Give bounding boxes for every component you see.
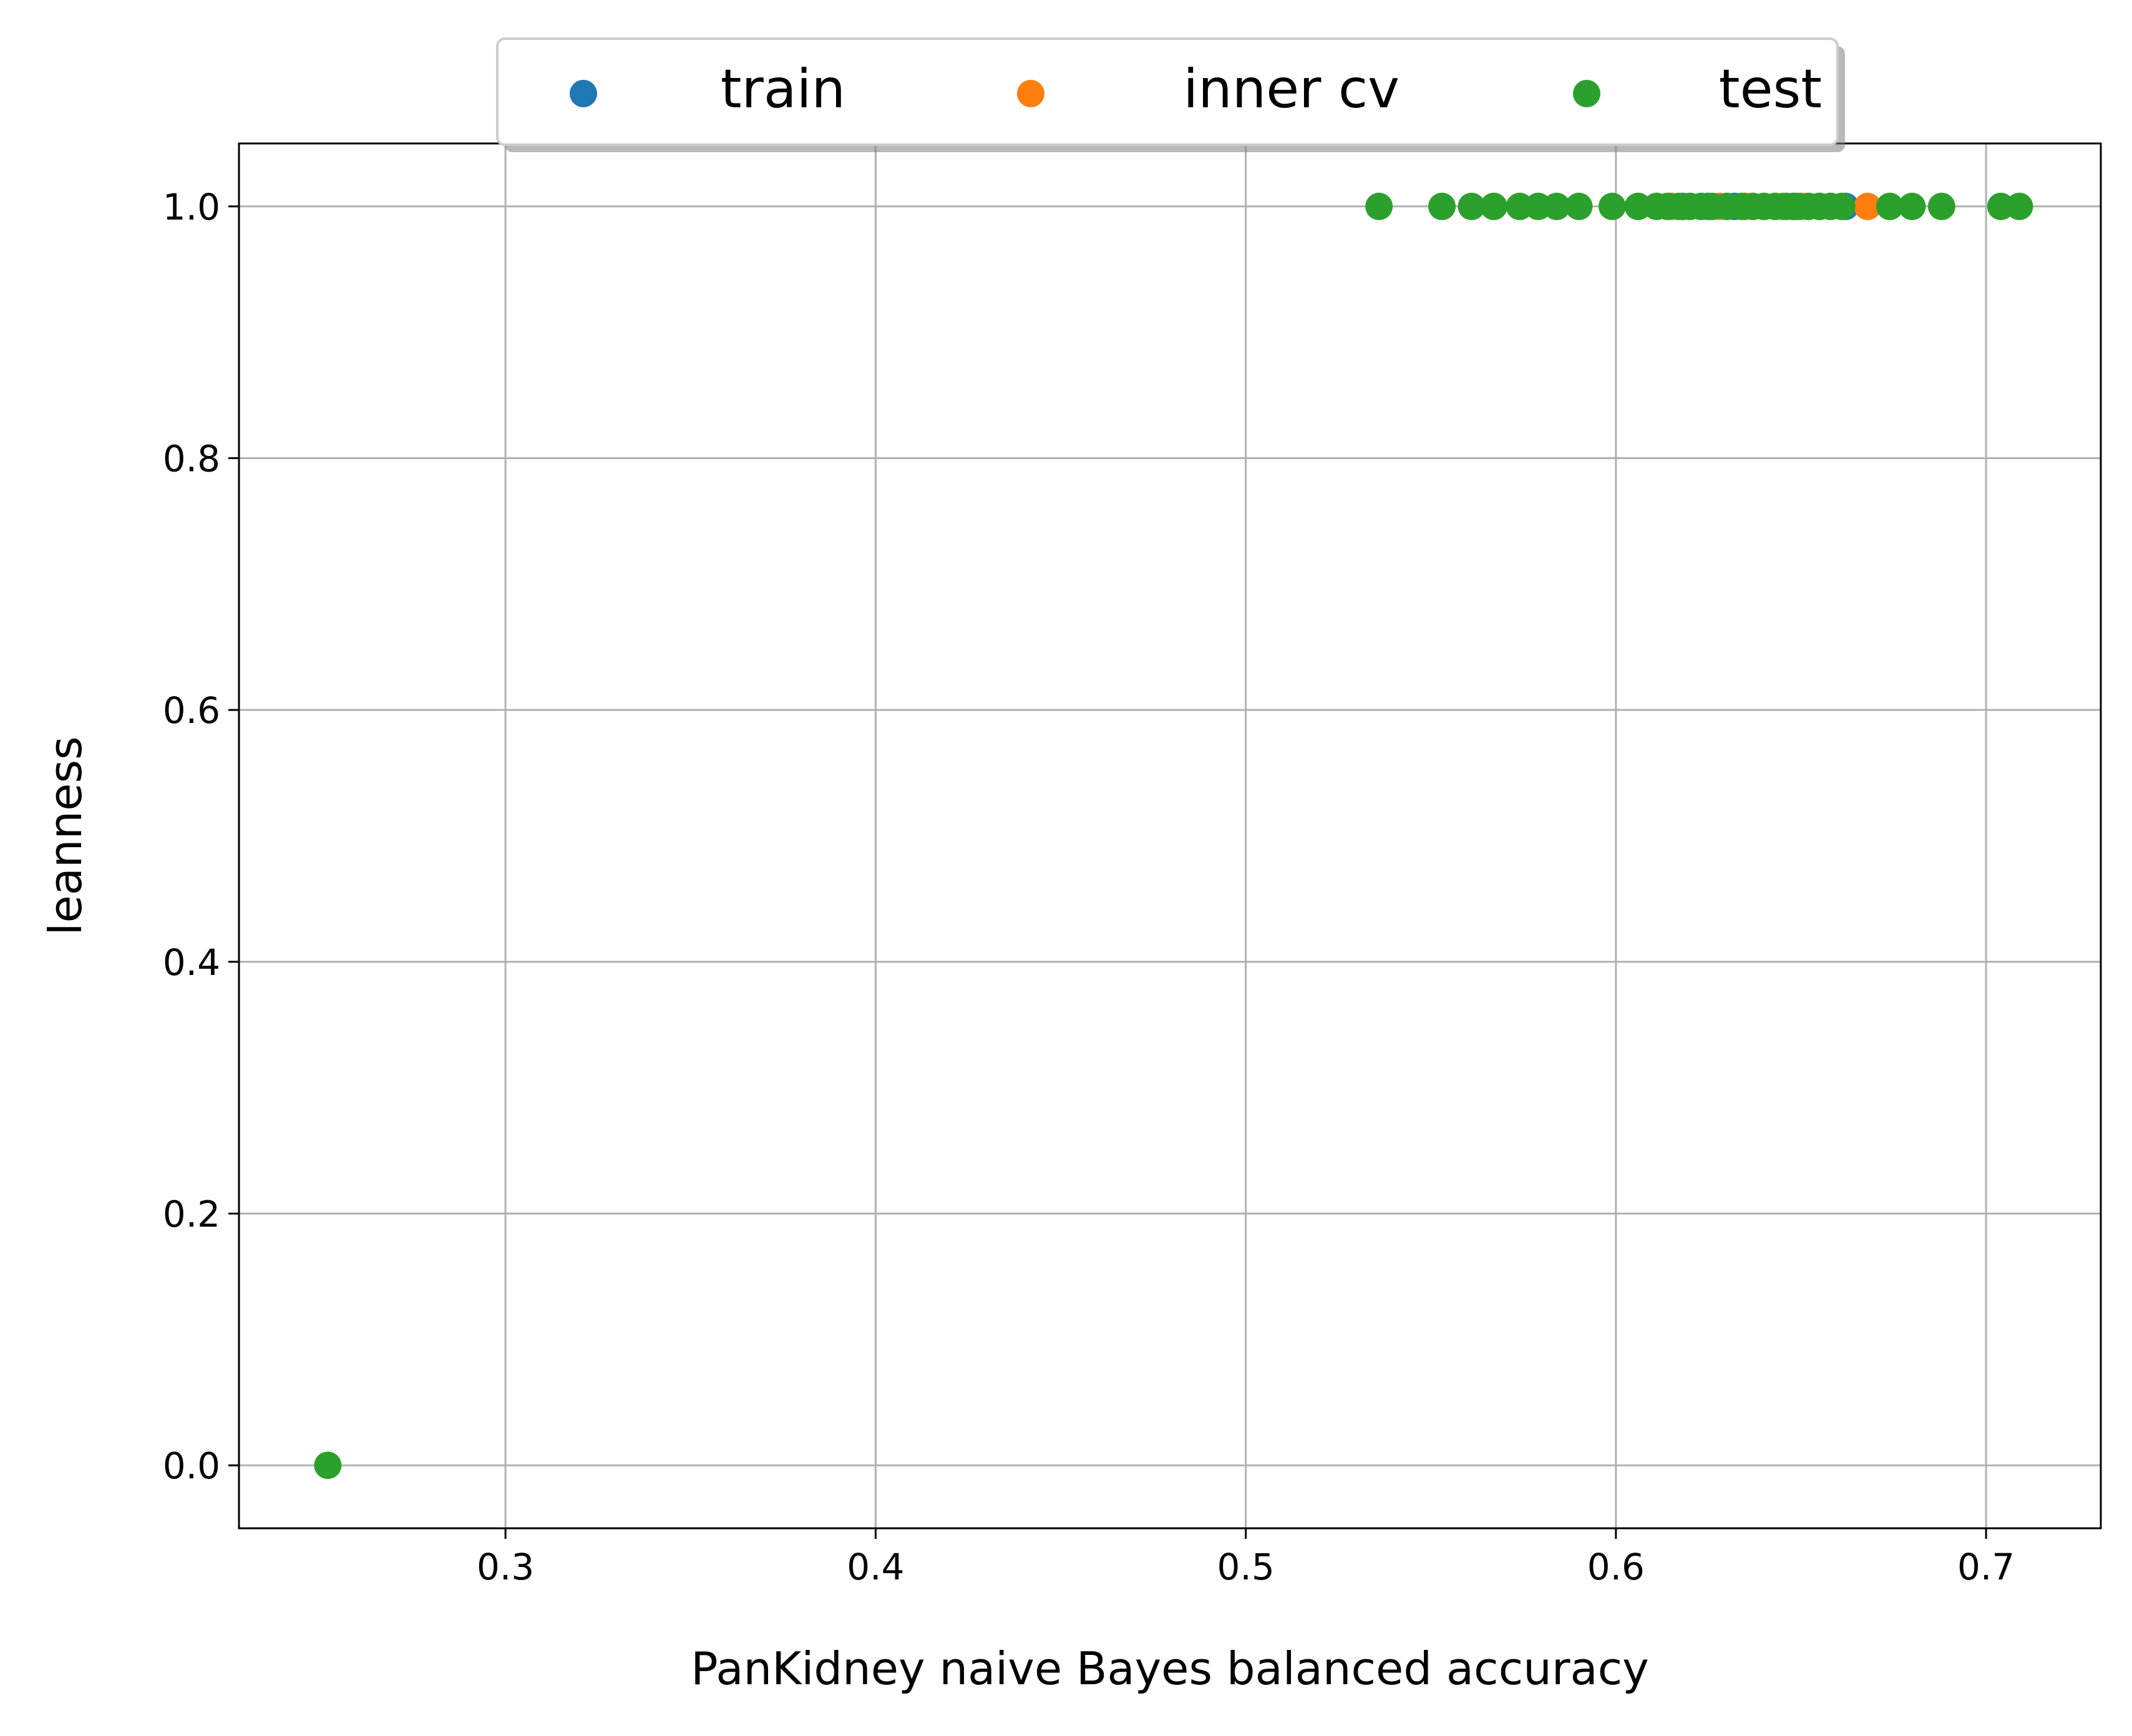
- legend: train inner cv test: [496, 37, 1845, 152]
- points-layer: [314, 192, 2033, 1480]
- ticks-layer: 0.3 0.4 0.5 0.6 0.7 0.0 0.2 0.4 0.6 0.8 1.0: [163, 186, 2015, 1588]
- data-point-test: [1876, 192, 1904, 220]
- x-axis-label: PanKidney naive Bayes balanced accuracy: [691, 1642, 1649, 1695]
- data-point-test: [1365, 192, 1393, 220]
- legend-label-inner-cv: inner cv: [1183, 58, 1399, 120]
- x-tick-label: 0.4: [847, 1546, 904, 1588]
- data-point-test: [1542, 192, 1570, 220]
- x-tick-label: 0.3: [477, 1546, 534, 1588]
- legend-label-test: test: [1719, 58, 1822, 120]
- y-tick-label: 0.6: [163, 689, 220, 732]
- data-point-test: [314, 1452, 342, 1480]
- x-tick-label: 0.5: [1217, 1546, 1274, 1588]
- y-tick-label: 0.8: [163, 438, 220, 480]
- data-point-test: [2005, 192, 2033, 220]
- y-tick-label: 0.2: [163, 1193, 220, 1235]
- legend-marker-inner-cv: [1017, 80, 1044, 107]
- legend-box: [496, 37, 1839, 146]
- data-point-inner-cv: [1854, 192, 1882, 220]
- y-tick-label: 0.4: [163, 941, 220, 984]
- legend-marker-test: [1573, 80, 1600, 107]
- legend-marker-train: [570, 80, 597, 107]
- data-point-test: [1565, 192, 1593, 220]
- legend-label-train: train: [721, 58, 845, 120]
- x-tick-label: 0.6: [1587, 1546, 1645, 1588]
- data-point-test: [1828, 192, 1856, 220]
- data-point-test: [1428, 192, 1456, 220]
- x-tick-label: 0.7: [1957, 1546, 2015, 1588]
- data-point-test: [1598, 192, 1626, 220]
- y-tick-label: 1.0: [163, 186, 220, 228]
- data-point-test: [1480, 192, 1508, 220]
- data-point-test: [1927, 192, 1955, 220]
- y-tick-label: 0.0: [163, 1445, 220, 1487]
- data-point-test: [1898, 192, 1926, 220]
- y-axis-label: leanness: [39, 736, 92, 935]
- data-point-test: [1458, 192, 1486, 220]
